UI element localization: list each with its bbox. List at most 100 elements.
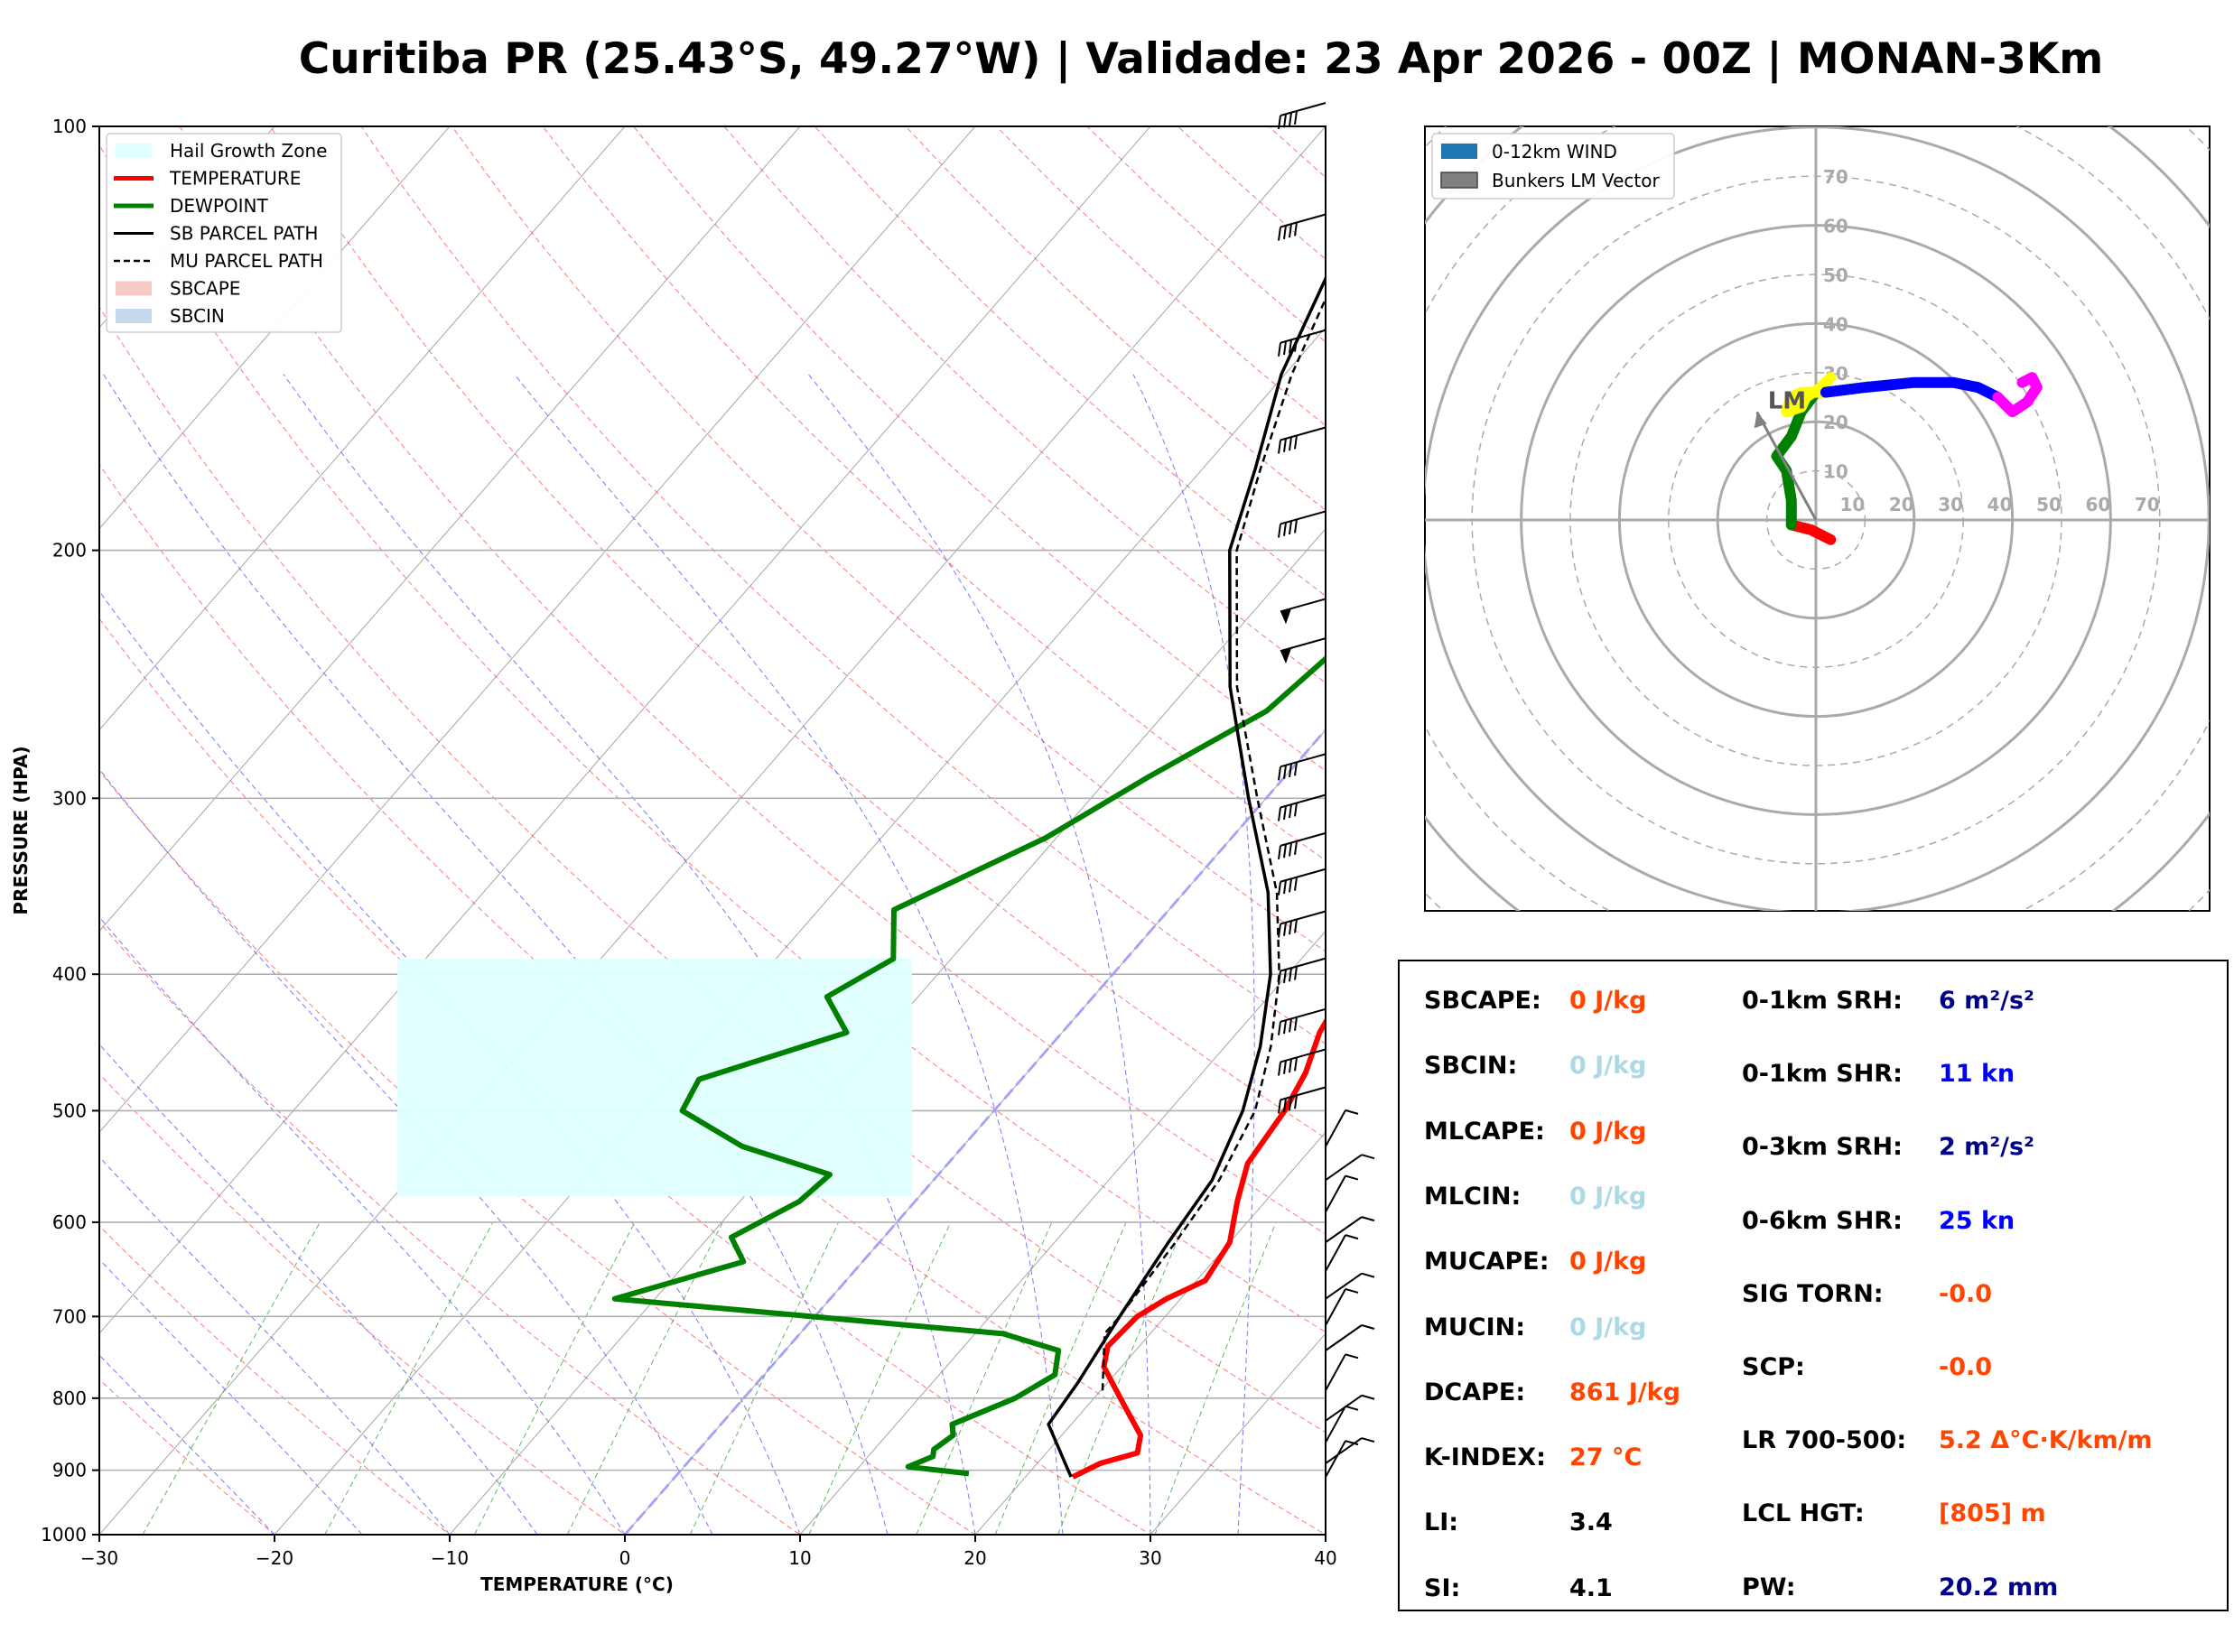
mixing-ratio-line bbox=[808, 1221, 952, 1535]
wind-barb-feather bbox=[1283, 114, 1287, 128]
index-value: 6 m²/s² bbox=[1939, 987, 2034, 1015]
hodograph-legend-label: 0-12km WIND bbox=[1492, 141, 1617, 162]
hodograph-segment bbox=[1781, 372, 1837, 418]
isotherm bbox=[99, 126, 976, 1134]
wind-barb-feather bbox=[1294, 1057, 1298, 1072]
wind-barb-feather bbox=[1283, 1098, 1287, 1112]
wind-barb-feather bbox=[1283, 1060, 1287, 1074]
wind-barb-feather bbox=[1294, 435, 1298, 450]
index-value: 0 J/kg bbox=[1569, 1313, 1647, 1341]
legend-label: SBCAPE bbox=[170, 278, 240, 300]
chart-title: Curitiba PR (25.43°S, 49.27°W) | Validad… bbox=[298, 34, 2104, 84]
y-tick-label: 100 bbox=[52, 116, 87, 137]
wind-barb-feather bbox=[1289, 520, 1292, 535]
wind-barb-shaft bbox=[1325, 1437, 1363, 1464]
wind-barb bbox=[1278, 102, 1326, 130]
wind-barb-feather bbox=[1361, 1154, 1375, 1160]
wind-barb-feather bbox=[1278, 342, 1281, 357]
dry-adiabat bbox=[99, 463, 1326, 1535]
wind-barb-shaft bbox=[1325, 1154, 1363, 1181]
mixing-ratio-line bbox=[324, 1221, 494, 1535]
wind-barb bbox=[1278, 753, 1326, 781]
hodograph-ring-label: 50 bbox=[2036, 494, 2062, 515]
wind-barb-feather bbox=[1278, 1021, 1281, 1035]
indices-panel: SBCAPE: 0 J/kg SBCIN: 0 J/kg MLCAPE: 0 J/kg ML… bbox=[1398, 960, 2229, 1611]
wind-barb-feather bbox=[1361, 1272, 1375, 1278]
dry-adiabat bbox=[451, 126, 1326, 952]
wind-barb bbox=[1325, 1216, 1375, 1243]
index-value: 3.4 bbox=[1569, 1508, 1613, 1537]
wind-barb-feather bbox=[1294, 338, 1298, 352]
wind-barb bbox=[1278, 329, 1326, 357]
skew-t-plot-frame bbox=[98, 125, 1326, 1536]
hodograph-segment bbox=[1820, 376, 2004, 403]
index-value: 5.2 Δ°C·K/km/m bbox=[1939, 1426, 2153, 1455]
index-label: SBCIN: bbox=[1424, 1052, 1518, 1081]
mixing-ratio-line bbox=[142, 1221, 321, 1535]
wind-barb-feather bbox=[1278, 923, 1281, 938]
wind-barb-feather bbox=[1289, 878, 1292, 893]
wind-barb-feather bbox=[1283, 438, 1287, 452]
wind-barb bbox=[1278, 1086, 1326, 1114]
index-label: LR 700-500: bbox=[1742, 1426, 1907, 1455]
legend-label: MU PARCEL PATH bbox=[170, 250, 323, 272]
y-tick-label: 400 bbox=[52, 963, 87, 985]
wind-barb-shaft bbox=[1280, 1007, 1326, 1023]
wind-barb-shaft bbox=[1280, 1086, 1326, 1101]
wind-barb bbox=[1325, 1288, 1359, 1326]
wind-barb-feather bbox=[1278, 227, 1281, 241]
index-value: -0.0 bbox=[1939, 1353, 1993, 1381]
wind-barb-feather bbox=[1283, 1019, 1287, 1035]
wind-barb bbox=[1325, 1324, 1375, 1351]
moist-adiabat bbox=[99, 1354, 275, 1535]
wind-barb-feather bbox=[1294, 877, 1298, 891]
index-label: 0-6km SHR: bbox=[1742, 1206, 1903, 1235]
wind-barb-feather bbox=[1361, 1324, 1375, 1330]
wind-barb-shaft bbox=[1280, 794, 1326, 809]
wind-barb-feather bbox=[1294, 1095, 1298, 1109]
mixing-ratio-line bbox=[474, 1221, 636, 1535]
wind-barb bbox=[1325, 1440, 1359, 1478]
dry-adiabat bbox=[179, 126, 1326, 1235]
legend-label: TEMPERATURE bbox=[169, 168, 301, 190]
series-mu-parcel-path bbox=[1101, 295, 1326, 1391]
hodograph-ring-label: 20 bbox=[1889, 494, 1914, 515]
wind-barb-feather bbox=[1278, 440, 1281, 454]
wind-barb-shaft bbox=[1280, 510, 1326, 525]
index-value: -0.0 bbox=[1939, 1279, 1993, 1308]
wind-barb-feather bbox=[1283, 765, 1287, 779]
bunkers-lm-label: LM bbox=[1768, 387, 1806, 414]
wind-barb-feather bbox=[1345, 1174, 1359, 1181]
hodograph-ring-label: 60 bbox=[1823, 216, 1848, 237]
wind-barb bbox=[1280, 598, 1326, 625]
hodograph-legend-patch bbox=[1441, 144, 1477, 159]
bunkers-lm-arrowhead bbox=[1754, 412, 1767, 429]
wind-barb-feather bbox=[1289, 223, 1292, 238]
moist-adiabat bbox=[99, 768, 713, 1535]
wind-barb-shaft bbox=[1325, 1440, 1346, 1478]
index-value: 20.2 mm bbox=[1939, 1573, 2059, 1601]
x-tick-label: 20 bbox=[963, 1547, 986, 1569]
index-label: SIG TORN: bbox=[1742, 1279, 1884, 1308]
x-tick-label: 0 bbox=[619, 1547, 631, 1569]
wind-barb-feather bbox=[1278, 524, 1281, 538]
hodograph-segment bbox=[1992, 372, 2043, 418]
dry-adiabat bbox=[633, 126, 1326, 772]
isotherm bbox=[99, 126, 1151, 1334]
wind-barb-feather bbox=[1278, 881, 1281, 896]
hodograph-ring-label: 60 bbox=[2085, 494, 2110, 515]
wind-barb bbox=[1280, 637, 1326, 664]
legend-label: SB PARCEL PATH bbox=[170, 223, 318, 245]
hodograph-ring-label: 30 bbox=[1938, 494, 1963, 515]
wind-barb-shaft bbox=[1325, 1324, 1363, 1351]
hodograph-ring-label: 40 bbox=[1987, 494, 2013, 515]
moist-adiabat bbox=[99, 1044, 538, 1535]
wind-barb-flag bbox=[1280, 648, 1291, 664]
moist-adiabat bbox=[99, 590, 801, 1535]
wind-barb-feather bbox=[1278, 1100, 1281, 1114]
zero-isotherm bbox=[623, 728, 1326, 1535]
y-tick-label: 900 bbox=[52, 1460, 87, 1481]
x-axis-label: TEMPERATURE (°C) bbox=[480, 1573, 674, 1595]
wind-barb-feather bbox=[1294, 110, 1298, 125]
